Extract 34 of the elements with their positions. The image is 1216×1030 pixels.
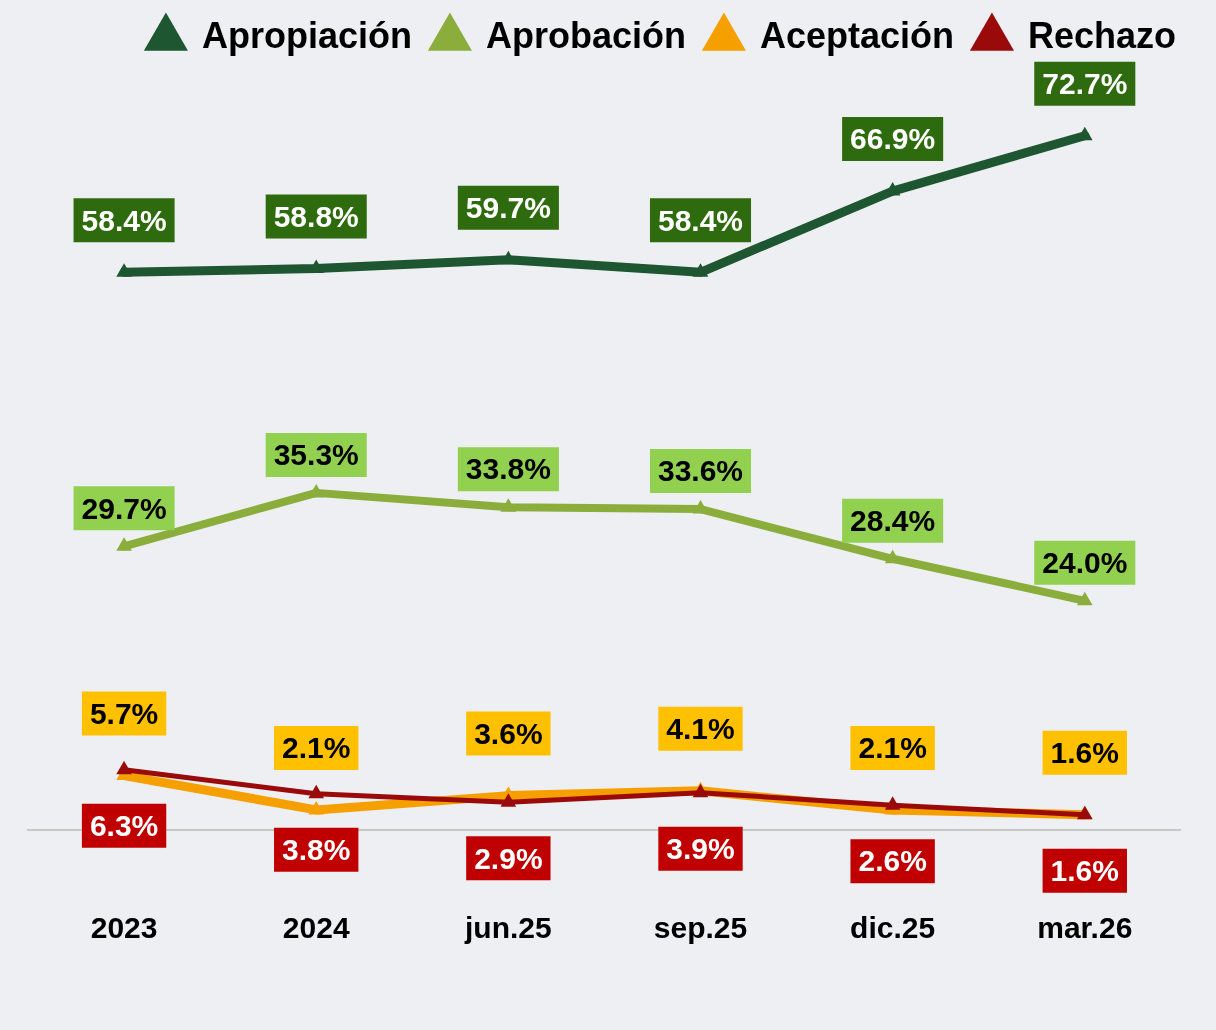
data-label: 58.8% — [273, 199, 359, 233]
legend-label: Rechazo — [1027, 14, 1176, 56]
data-label: 6.3% — [89, 809, 159, 843]
legend-label: Aprobación — [485, 14, 686, 56]
x-tick-label: mar.26 — [1037, 911, 1133, 945]
data-label: 28.4% — [850, 504, 936, 538]
x-tick-label: dic.25 — [850, 911, 936, 945]
x-tick-label: sep.25 — [653, 911, 748, 945]
data-label: 1.6% — [1050, 853, 1119, 887]
data-label: 5.7% — [89, 696, 159, 730]
data-label: 35.3% — [273, 438, 359, 472]
x-tick-label: 2024 — [282, 911, 350, 945]
legend-label: Apropiación — [201, 14, 412, 56]
data-label: 1.6% — [1050, 735, 1119, 769]
data-label: 59.7% — [465, 191, 551, 225]
data-label: 3.6% — [474, 716, 543, 750]
x-tick-label: jun.25 — [464, 911, 552, 945]
data-label: 3.9% — [666, 832, 735, 866]
data-label: 24.0% — [1042, 546, 1128, 580]
data-label: 2.9% — [474, 841, 543, 875]
data-label: 2.1% — [282, 731, 351, 765]
legend-label: Aceptación — [759, 14, 954, 56]
data-label: 72.7% — [1042, 66, 1128, 100]
data-label: 58.4% — [81, 203, 167, 237]
data-label: 2.6% — [858, 844, 927, 878]
data-label: 33.6% — [657, 454, 744, 488]
data-label: 3.8% — [282, 832, 351, 866]
data-label: 2.1% — [858, 731, 927, 765]
data-label: 66.9% — [850, 122, 936, 156]
data-label: 4.1% — [666, 712, 735, 746]
data-label: 58.4% — [657, 203, 744, 237]
x-tick-label: 2023 — [90, 911, 158, 945]
data-label: 33.8% — [465, 452, 551, 486]
data-label: 29.7% — [81, 491, 167, 525]
